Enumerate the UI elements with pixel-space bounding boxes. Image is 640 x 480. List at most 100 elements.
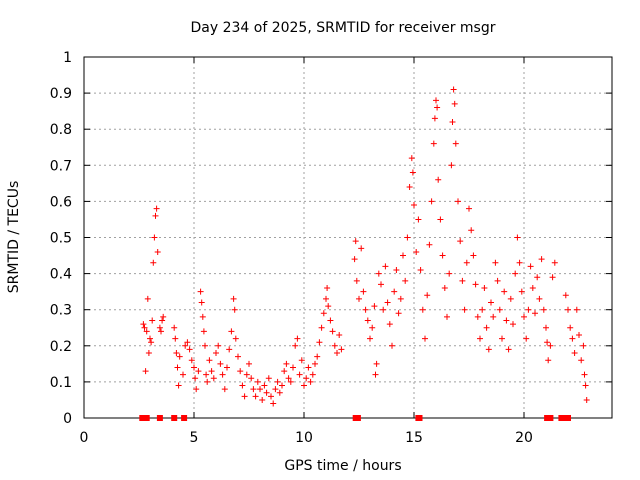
data-point xyxy=(472,281,479,288)
data-point xyxy=(371,303,378,310)
data-point xyxy=(215,342,222,349)
data-point xyxy=(171,324,178,331)
data-point xyxy=(180,371,186,378)
data-point xyxy=(382,263,389,270)
data-point xyxy=(270,400,277,407)
data-point xyxy=(395,310,402,317)
grid-layer xyxy=(84,57,612,418)
data-point xyxy=(148,339,155,346)
data-point xyxy=(468,227,475,234)
y-tick-label: 0.9 xyxy=(50,86,72,102)
data-point xyxy=(514,234,521,241)
data-point xyxy=(309,371,316,378)
data-point xyxy=(298,357,305,364)
data-point xyxy=(287,378,294,385)
data-point xyxy=(404,234,411,241)
data-point xyxy=(279,382,285,389)
data-point xyxy=(198,299,205,306)
x-axis-label: GPS time / hours xyxy=(284,458,401,474)
data-point xyxy=(485,346,492,353)
data-point xyxy=(353,277,360,284)
data-point xyxy=(140,321,147,328)
data-point xyxy=(441,285,448,292)
data-point xyxy=(210,375,217,382)
y-tick-labels: 0 0.1 0.2 0.3 0.4 0.5 0.6 0.7 0.8 0.9 1 xyxy=(50,50,72,427)
data-point xyxy=(545,357,552,364)
zero-marker xyxy=(139,415,146,421)
data-point xyxy=(567,324,574,331)
zero-marker xyxy=(171,415,178,421)
zero-marker xyxy=(544,415,551,421)
data-point xyxy=(292,342,299,349)
data-point xyxy=(358,245,365,252)
data-point xyxy=(208,368,215,375)
data-point xyxy=(257,386,263,393)
data-point xyxy=(479,306,486,313)
data-point xyxy=(573,306,580,313)
data-point xyxy=(283,360,290,367)
data-point xyxy=(192,375,199,382)
data-point xyxy=(580,342,587,349)
data-point xyxy=(173,350,180,357)
data-point xyxy=(364,317,371,324)
data-point xyxy=(151,234,158,241)
x-tick-label: 10 xyxy=(295,430,313,446)
data-point xyxy=(503,317,510,324)
data-point xyxy=(362,306,369,313)
data-point xyxy=(153,205,160,212)
data-point xyxy=(324,285,331,292)
data-point xyxy=(538,256,545,263)
data-point xyxy=(296,371,303,378)
data-point xyxy=(523,335,530,342)
data-point xyxy=(424,292,431,299)
data-point xyxy=(448,162,455,169)
data-point xyxy=(327,317,334,324)
data-point xyxy=(252,393,259,400)
data-point xyxy=(232,335,239,342)
data-point xyxy=(301,382,307,389)
data-point xyxy=(217,360,224,367)
data-point xyxy=(142,368,149,375)
data-point xyxy=(406,183,413,190)
y-tick-label: 0.5 xyxy=(50,231,72,247)
data-point xyxy=(141,324,148,331)
data-point xyxy=(367,335,373,342)
data-point xyxy=(521,313,527,320)
data-point xyxy=(144,295,151,302)
data-point xyxy=(565,306,571,313)
data-point xyxy=(409,169,416,176)
data-point xyxy=(228,328,235,335)
data-point xyxy=(518,288,525,295)
data-point xyxy=(426,241,433,248)
data-point xyxy=(393,266,400,273)
data-point xyxy=(285,375,292,382)
data-point xyxy=(147,335,153,342)
data-point xyxy=(490,313,497,320)
data-point xyxy=(397,295,404,302)
data-point xyxy=(449,118,456,125)
data-point xyxy=(338,346,345,353)
data-point xyxy=(281,368,288,375)
data-point xyxy=(182,342,189,349)
data-point xyxy=(356,295,362,302)
y-tick-label: 0.1 xyxy=(50,375,72,391)
data-point xyxy=(551,259,558,266)
data-point xyxy=(578,357,585,364)
data-point xyxy=(496,306,503,313)
data-point xyxy=(307,378,314,385)
data-point xyxy=(569,335,576,342)
data-point xyxy=(246,360,252,367)
data-point xyxy=(455,198,461,205)
data-point xyxy=(276,389,283,396)
data-point xyxy=(459,277,466,284)
data-point xyxy=(188,357,195,364)
data-point xyxy=(400,252,406,259)
data-point xyxy=(203,371,210,378)
data-point xyxy=(200,328,207,335)
data-point xyxy=(254,378,261,385)
data-point xyxy=(243,371,250,378)
data-point xyxy=(434,104,441,111)
data-point xyxy=(583,396,590,403)
data-point xyxy=(446,270,453,277)
